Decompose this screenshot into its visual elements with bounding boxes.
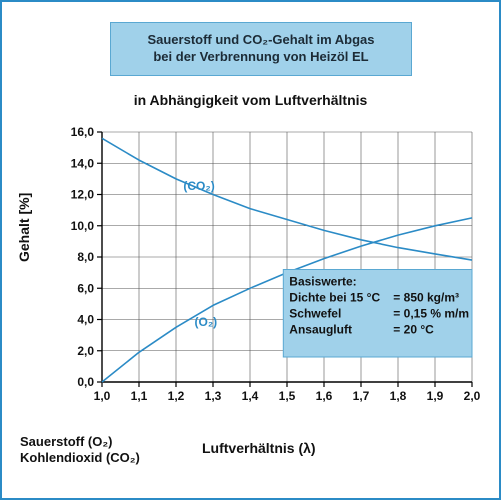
- info-sulfur: Schwefel: [289, 307, 341, 321]
- info-intake-val: = 20 °C: [393, 323, 434, 337]
- y-tick-label: 6,0: [77, 281, 94, 295]
- series-label-o2: (O₂): [195, 315, 218, 329]
- x-tick-label: 1,9: [427, 389, 444, 403]
- y-tick-label: 2,0: [77, 344, 94, 358]
- x-tick-label: 1,7: [353, 389, 370, 403]
- x-tick-label: 1,1: [131, 389, 148, 403]
- x-tick-label: 1,4: [242, 389, 259, 403]
- y-axis-title: Gehalt [%]: [16, 193, 32, 262]
- info-box: Basiswerte: Dichte bei 15 °C = 850 kg/m³ Sc…: [283, 270, 472, 358]
- x-axis-title: Luftverhältnis (λ): [202, 440, 316, 456]
- subtitle: in Abhängigkeit vom Luftverhältnis: [2, 92, 499, 108]
- legend: Sauerstoff (O₂) Kohlendioxid (CO₂): [20, 434, 140, 467]
- y-tick-labels: 0,0 2,0 4,0 6,0 8,0 10,0 12,0 14,0 16,0: [71, 125, 95, 389]
- y-tick-label: 0,0: [77, 375, 94, 389]
- x-tick-labels: 1,0 1,1 1,2 1,3 1,4 1,5 1,6 1,7 1,8 1,9 2,0: [94, 389, 481, 403]
- info-density: Dichte bei 15 °C: [289, 291, 380, 305]
- title-line-1: Sauerstoff und CO₂-Gehalt im Abgas: [147, 32, 374, 49]
- legend-co2: Kohlendioxid (CO₂): [20, 450, 140, 466]
- y-tick-label: 12,0: [71, 188, 95, 202]
- figure-frame: Sauerstoff und CO₂-Gehalt im Abgas bei d…: [0, 0, 501, 500]
- info-header: Basiswerte:: [289, 275, 356, 289]
- x-tick-label: 1,2: [168, 389, 185, 403]
- x-tick-label: 1,0: [94, 389, 111, 403]
- y-tick-label: 4,0: [77, 313, 94, 327]
- title-line-2: bei der Verbrennung von Heizöl EL: [153, 49, 368, 66]
- y-tick-label: 10,0: [71, 219, 95, 233]
- chart-svg: Basiswerte: Dichte bei 15 °C = 850 kg/m³ Sc…: [42, 122, 482, 422]
- info-sulfur-val: = 0,15 % m/m: [393, 307, 469, 321]
- series-label-co2: (CO₂): [183, 179, 214, 193]
- legend-o2: Sauerstoff (O₂): [20, 434, 140, 450]
- y-tick-label: 16,0: [71, 125, 95, 139]
- y-tick-label: 8,0: [77, 250, 94, 264]
- info-intake: Ansaugluft: [289, 323, 352, 337]
- x-tick-label: 1,5: [279, 389, 296, 403]
- info-density-val: = 850 kg/m³: [393, 291, 459, 305]
- x-tick-label: 1,3: [205, 389, 222, 403]
- x-tick-label: 2,0: [464, 389, 481, 403]
- title-box: Sauerstoff und CO₂-Gehalt im Abgas bei d…: [110, 22, 412, 76]
- x-tick-label: 1,8: [390, 389, 407, 403]
- x-tick-label: 1,6: [316, 389, 333, 403]
- y-tick-label: 14,0: [71, 156, 95, 170]
